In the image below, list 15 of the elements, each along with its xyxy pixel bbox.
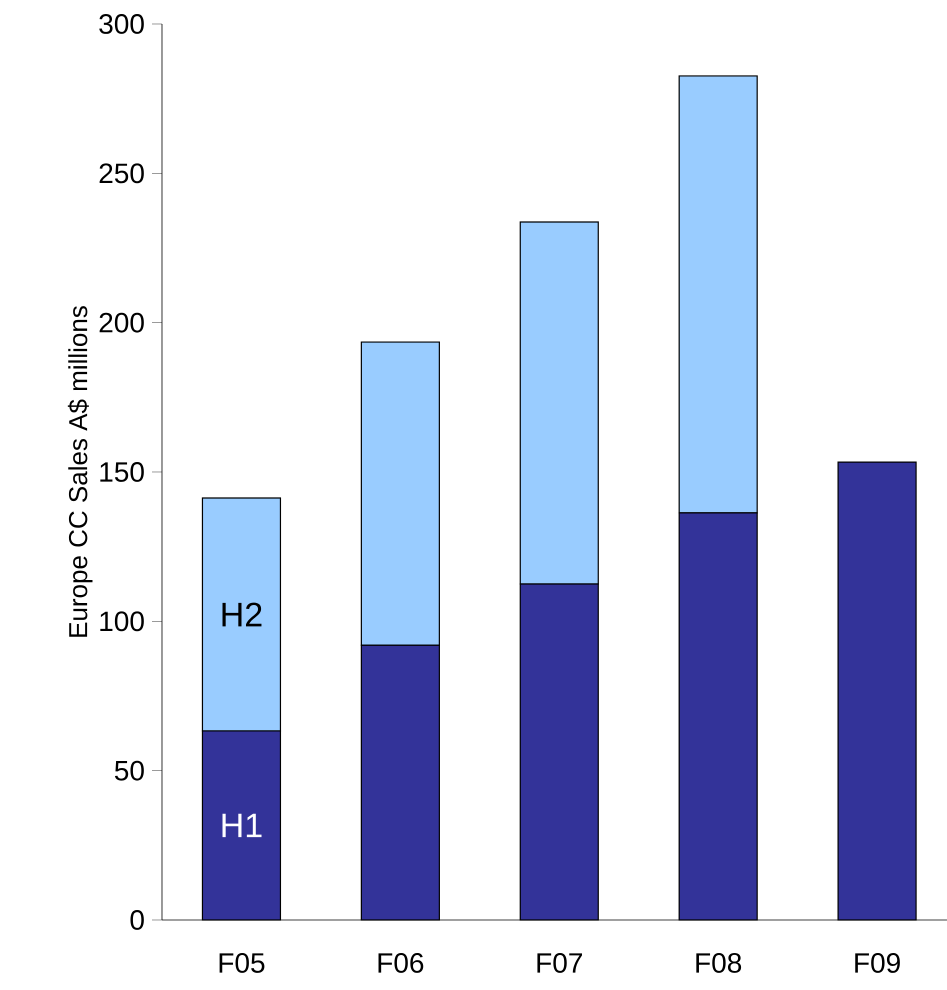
y-tick-label: 200 (100, 312, 144, 333)
y-axis-title: Europe CC Sales A$ millions (68, 306, 92, 637)
y-tick-label: 150 (100, 462, 144, 482)
x-tick-label: F09 (855, 953, 900, 973)
series-label: H1 (222, 814, 262, 838)
y-tick-label: 0 (130, 910, 144, 930)
x-tick-label: F07 (537, 953, 582, 973)
series-label: H2 (222, 602, 262, 626)
y-tick-label: 250 (100, 163, 144, 184)
x-tick-label: F05 (220, 953, 264, 973)
y-tick-label: 100 (100, 611, 144, 632)
y-tick-label: 300 (99, 14, 144, 34)
x-tick-label: F08 (696, 953, 742, 973)
y-tick-label: 50 (114, 760, 144, 781)
x-tick-label: F06 (378, 953, 424, 973)
